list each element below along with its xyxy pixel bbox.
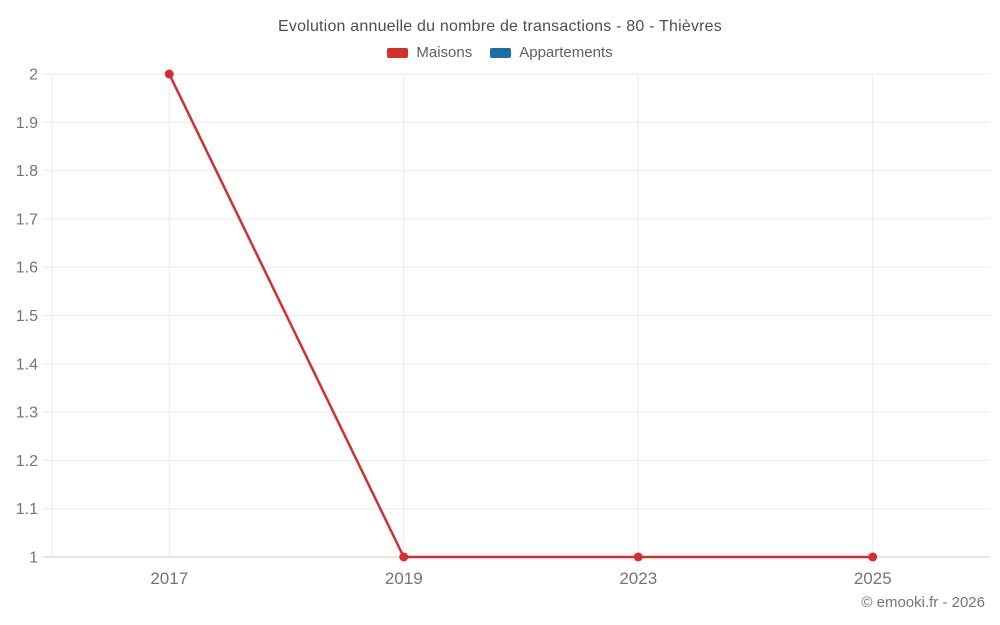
y-tick-label: 1.9 — [16, 115, 38, 132]
data-point[interactable] — [868, 552, 878, 562]
y-tick-label: 2 — [29, 67, 38, 84]
y-tick-label: 1.7 — [16, 211, 38, 228]
appartements-swatch-icon — [490, 47, 512, 58]
legend-label-maisons: Maisons — [416, 44, 473, 61]
chart-legend: Maisons Appartements — [0, 44, 1000, 61]
y-tick-label: 1.6 — [16, 260, 38, 277]
data-point[interactable] — [633, 552, 643, 562]
legend-label-appartements: Appartements — [519, 44, 613, 61]
y-tick-label: 1.8 — [16, 163, 38, 180]
chart-title: Evolution annuelle du nombre de transact… — [278, 18, 722, 35]
maisons-swatch-icon — [387, 47, 409, 58]
y-tick-label: 1.2 — [16, 453, 38, 470]
y-tick-label: 1 — [29, 550, 38, 567]
x-tick-label: 2023 — [619, 569, 657, 588]
data-point[interactable] — [399, 552, 409, 562]
copyright-text: © emooki.fr - 2026 — [861, 594, 985, 611]
x-tick-label: 2025 — [854, 569, 892, 588]
x-tick-label: 2019 — [385, 569, 423, 588]
legend-item-appartements[interactable]: Appartements — [490, 44, 613, 61]
series-line — [168, 72, 874, 559]
y-tick-label: 1.3 — [16, 405, 38, 422]
legend-item-maisons[interactable]: Maisons — [387, 44, 472, 61]
y-tick-label: 1.5 — [16, 308, 38, 325]
data-point[interactable] — [164, 69, 174, 79]
y-tick-label: 1.1 — [16, 501, 38, 518]
x-tick-label: 2017 — [150, 569, 188, 588]
y-tick-label: 1.4 — [16, 356, 38, 373]
